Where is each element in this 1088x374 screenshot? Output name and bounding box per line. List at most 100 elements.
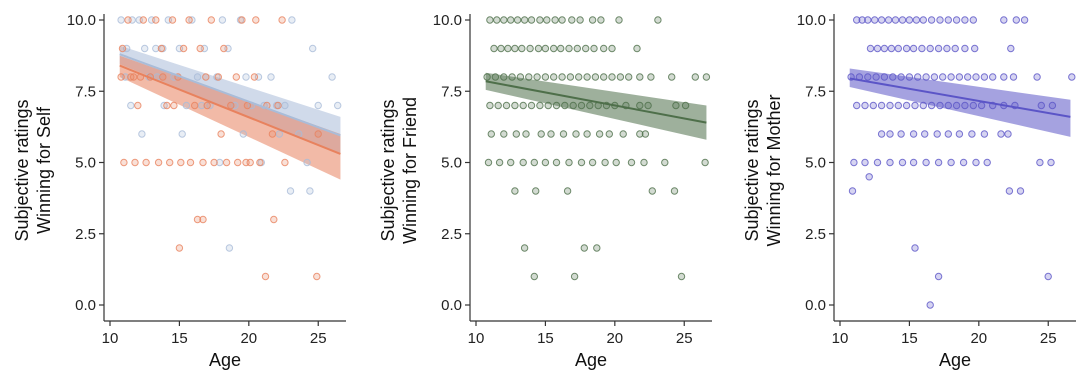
data-point <box>625 73 633 81</box>
data-point <box>525 73 533 81</box>
data-point <box>500 16 508 24</box>
data-point <box>980 73 989 81</box>
data-point <box>559 130 568 138</box>
y-tick-label: 0.0 <box>441 297 462 314</box>
data-point <box>193 73 202 81</box>
data-point <box>534 44 543 53</box>
y-tick-label: 7.5 <box>75 83 96 100</box>
data-point <box>702 73 711 81</box>
data-point <box>889 73 897 81</box>
data-point <box>497 44 505 53</box>
data-point <box>961 101 969 110</box>
data-point <box>927 16 936 24</box>
data-point <box>877 16 886 24</box>
data-point <box>566 73 575 81</box>
data-point <box>268 130 277 138</box>
data-point <box>220 44 228 53</box>
data-point <box>654 16 662 24</box>
data-point <box>543 16 551 24</box>
x-tick-label: 10 <box>102 330 119 347</box>
data-point <box>873 158 882 167</box>
data-point <box>218 16 227 24</box>
x-axis-title: Age <box>939 350 971 370</box>
data-point <box>551 16 559 24</box>
data-point <box>493 16 501 24</box>
data-point <box>576 16 584 24</box>
y-tick-label: 2.5 <box>75 226 96 243</box>
x-tick-label: 25 <box>1040 330 1057 347</box>
data-point <box>530 158 538 167</box>
data-point <box>897 73 905 81</box>
data-point <box>530 272 538 281</box>
data-point <box>933 130 941 138</box>
data-point <box>641 130 650 138</box>
data-point <box>252 16 260 24</box>
data-point <box>1005 187 1014 195</box>
data-point <box>563 187 572 195</box>
data-point <box>964 73 972 81</box>
data-point <box>511 187 519 195</box>
data-point <box>500 73 508 81</box>
data-point <box>486 101 494 110</box>
data-point <box>541 158 550 167</box>
data-point <box>612 158 620 167</box>
data-point <box>159 73 167 81</box>
data-point <box>288 16 296 24</box>
data-point <box>507 158 515 167</box>
data-point <box>593 244 601 252</box>
data-point <box>541 73 550 81</box>
data-point <box>911 244 919 252</box>
data-point <box>214 73 223 81</box>
data-point <box>570 272 579 281</box>
data-point <box>971 44 979 53</box>
data-point <box>557 44 565 53</box>
data-point <box>877 101 886 110</box>
data-point <box>199 158 207 167</box>
data-point <box>866 44 875 53</box>
data-point <box>178 130 186 138</box>
data-point <box>861 158 869 167</box>
data-point <box>983 158 991 167</box>
data-point <box>905 73 914 81</box>
data-point <box>494 101 502 110</box>
data-point <box>636 73 644 81</box>
data-point <box>677 272 686 281</box>
data-point <box>197 101 206 110</box>
data-point <box>306 187 314 195</box>
data-point <box>1037 101 1046 110</box>
data-point <box>898 16 907 24</box>
data-point <box>955 73 964 81</box>
data-point <box>961 16 969 24</box>
data-point <box>526 44 534 53</box>
data-point <box>552 158 561 167</box>
data-point <box>583 73 591 81</box>
y-axis-title-line-2: Winning for Self <box>34 106 54 234</box>
data-point <box>922 158 930 167</box>
data-point <box>927 101 936 110</box>
data-point <box>969 101 977 110</box>
data-point <box>134 101 142 110</box>
data-point <box>601 158 609 167</box>
data-point <box>891 16 900 24</box>
data-point <box>588 158 597 167</box>
data-point <box>170 101 178 110</box>
data-point <box>166 158 174 167</box>
data-point <box>1004 130 1012 138</box>
data-point <box>926 44 934 53</box>
data-point <box>552 101 561 110</box>
x-axis-title: Age <box>209 350 241 370</box>
data-point <box>861 101 869 110</box>
data-point <box>894 44 902 53</box>
data-point <box>943 44 951 53</box>
x-tick-label: 25 <box>676 330 693 347</box>
x-tick-label: 15 <box>537 330 554 347</box>
data-point <box>919 101 927 110</box>
data-point <box>951 44 959 53</box>
data-point <box>314 101 322 110</box>
data-point <box>633 44 641 53</box>
data-point <box>550 44 558 53</box>
x-tick-label: 25 <box>310 330 327 347</box>
data-point <box>533 73 541 81</box>
data-point <box>177 158 185 167</box>
